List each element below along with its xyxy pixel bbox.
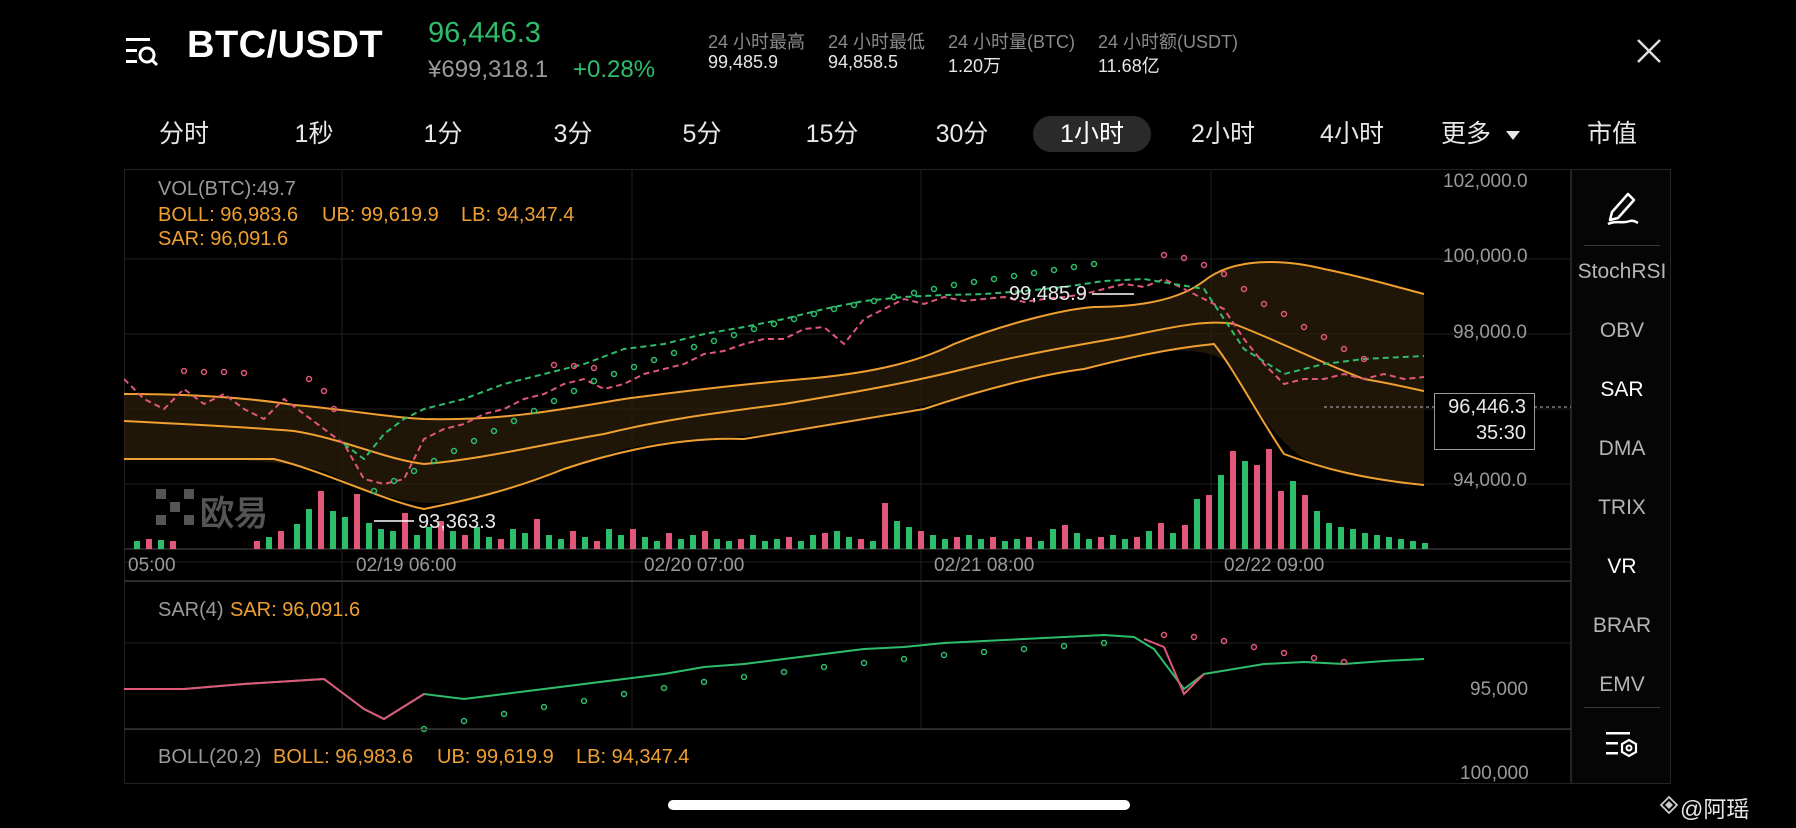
panel-divider: [124, 729, 1571, 730]
indicator-dma[interactable]: DMA: [1598, 437, 1646, 460]
pencil-draw-icon[interactable]: [1604, 188, 1640, 226]
legend-ub: UB: 99,619.9: [322, 204, 439, 226]
sar-panel-value: SAR: 96,091.6: [230, 599, 361, 621]
stat-low-label: 24 小时最低: [828, 32, 926, 52]
tab-1m[interactable]: 1分: [423, 120, 463, 148]
tab-15m[interactable]: 15分: [805, 120, 859, 148]
stat-volume-label: 24 小时量(BTC): [948, 32, 1076, 52]
stat-high-label: 24 小时最高: [708, 32, 806, 52]
x-axis-label: 05:00: [128, 555, 176, 576]
price-change: +0.28%: [573, 56, 656, 83]
x-axis-label: 02/21 08:00: [934, 555, 1035, 576]
tab-timeshare[interactable]: 分时: [158, 120, 209, 148]
current-price-box: 96,446.3 35:30: [1434, 393, 1535, 450]
x-axis-label: 02/19 06:00: [356, 555, 457, 576]
tab-1s[interactable]: 1秒: [294, 120, 334, 148]
x-axis-label: 02/22 09:00: [1224, 555, 1325, 576]
legend-volume: VOL(BTC):49.7: [158, 178, 296, 200]
tab-4h[interactable]: 4小时: [1320, 120, 1384, 148]
boll-panel-ub: UB: 99,619.9: [437, 746, 554, 768]
legend-lb: LB: 94,347.4: [461, 204, 575, 226]
candle-countdown: 35:30: [1475, 422, 1526, 444]
tab-3m[interactable]: 3分: [553, 120, 593, 148]
menu-search-icon[interactable]: [124, 34, 160, 68]
low-price-annotation: 93,363.3: [418, 511, 496, 533]
home-indicator[interactable]: [668, 800, 1130, 810]
y-axis-label: 94,000.0: [1453, 470, 1527, 491]
last-price: 96,446.3: [428, 17, 541, 49]
sidebar-divider: [1584, 707, 1660, 708]
current-price-value: 96,446.3: [1448, 396, 1526, 418]
boll-panel-axis-label: 100,000: [1460, 763, 1529, 784]
tab-1h[interactable]: 1小时: [1033, 116, 1151, 152]
legend-boll: BOLL: 96,983.6: [158, 204, 299, 226]
stat-high-value: 99,485.9: [708, 52, 779, 72]
boll-panel-lb: LB: 94,347.4: [576, 746, 690, 768]
okx-logo-text: 欧易: [200, 495, 268, 533]
indicator-obv[interactable]: OBV: [1599, 319, 1645, 342]
indicator-sidebar: StochRSI OBV SAR DMA TRIX VR BRAR EMV: [1571, 169, 1671, 784]
tab-more[interactable]: 更多: [1440, 120, 1491, 148]
tab-30m[interactable]: 30分: [935, 120, 989, 148]
indicator-stochrsi[interactable]: StochRSI: [1577, 260, 1667, 283]
tab-2h[interactable]: 2小时: [1191, 120, 1255, 148]
close-icon[interactable]: [1632, 34, 1666, 68]
tab-5m[interactable]: 5分: [682, 120, 722, 148]
sidebar-divider: [1584, 245, 1660, 246]
chevron-down-icon[interactable]: [1505, 128, 1521, 142]
user-watermark: @阿瑶: [1680, 796, 1750, 822]
stat-amount-label: 24 小时额(USDT): [1098, 32, 1239, 52]
panel-divider: [124, 581, 1571, 582]
indicator-emv[interactable]: EMV: [1599, 673, 1645, 696]
high-price-annotation: 99,485.9: [1009, 283, 1087, 305]
stat-amount-value: 11.68亿: [1098, 56, 1160, 76]
indicator-brar[interactable]: BRAR: [1592, 614, 1652, 637]
indicator-settings-icon[interactable]: [1604, 728, 1640, 760]
indicator-vr[interactable]: VR: [1607, 555, 1637, 578]
stat-volume-value: 1.20万: [948, 56, 1002, 76]
candlestick-chart[interactable]: [124, 169, 1571, 784]
trading-pair-title[interactable]: BTC/USDT: [187, 24, 384, 66]
cny-price: ¥699,318.1: [428, 56, 549, 83]
legend-sar: SAR: 96,091.6: [158, 228, 289, 250]
indicator-trix[interactable]: TRIX: [1598, 496, 1646, 519]
chart-area[interactable]: [124, 169, 1571, 784]
boll-panel-title: BOLL(20,2): [158, 746, 262, 768]
boll-panel-boll: BOLL: 96,983.6: [273, 746, 414, 768]
tab-market-cap[interactable]: 市值: [1586, 120, 1637, 148]
sar-panel-title: SAR(4): [158, 599, 224, 621]
stat-low-value: 94,858.5: [828, 52, 899, 72]
x-axis-label: 02/20 07:00: [644, 555, 745, 576]
indicator-sar[interactable]: SAR: [1600, 378, 1644, 401]
okx-logo-icon: [156, 489, 194, 525]
sar-panel-axis-label: 95,000: [1470, 679, 1529, 700]
diamond-logo-icon: [1660, 796, 1678, 814]
y-axis-label: 102,000.0: [1443, 171, 1528, 192]
y-axis-label: 98,000.0: [1453, 322, 1527, 343]
y-axis-label: 100,000.0: [1443, 246, 1528, 267]
